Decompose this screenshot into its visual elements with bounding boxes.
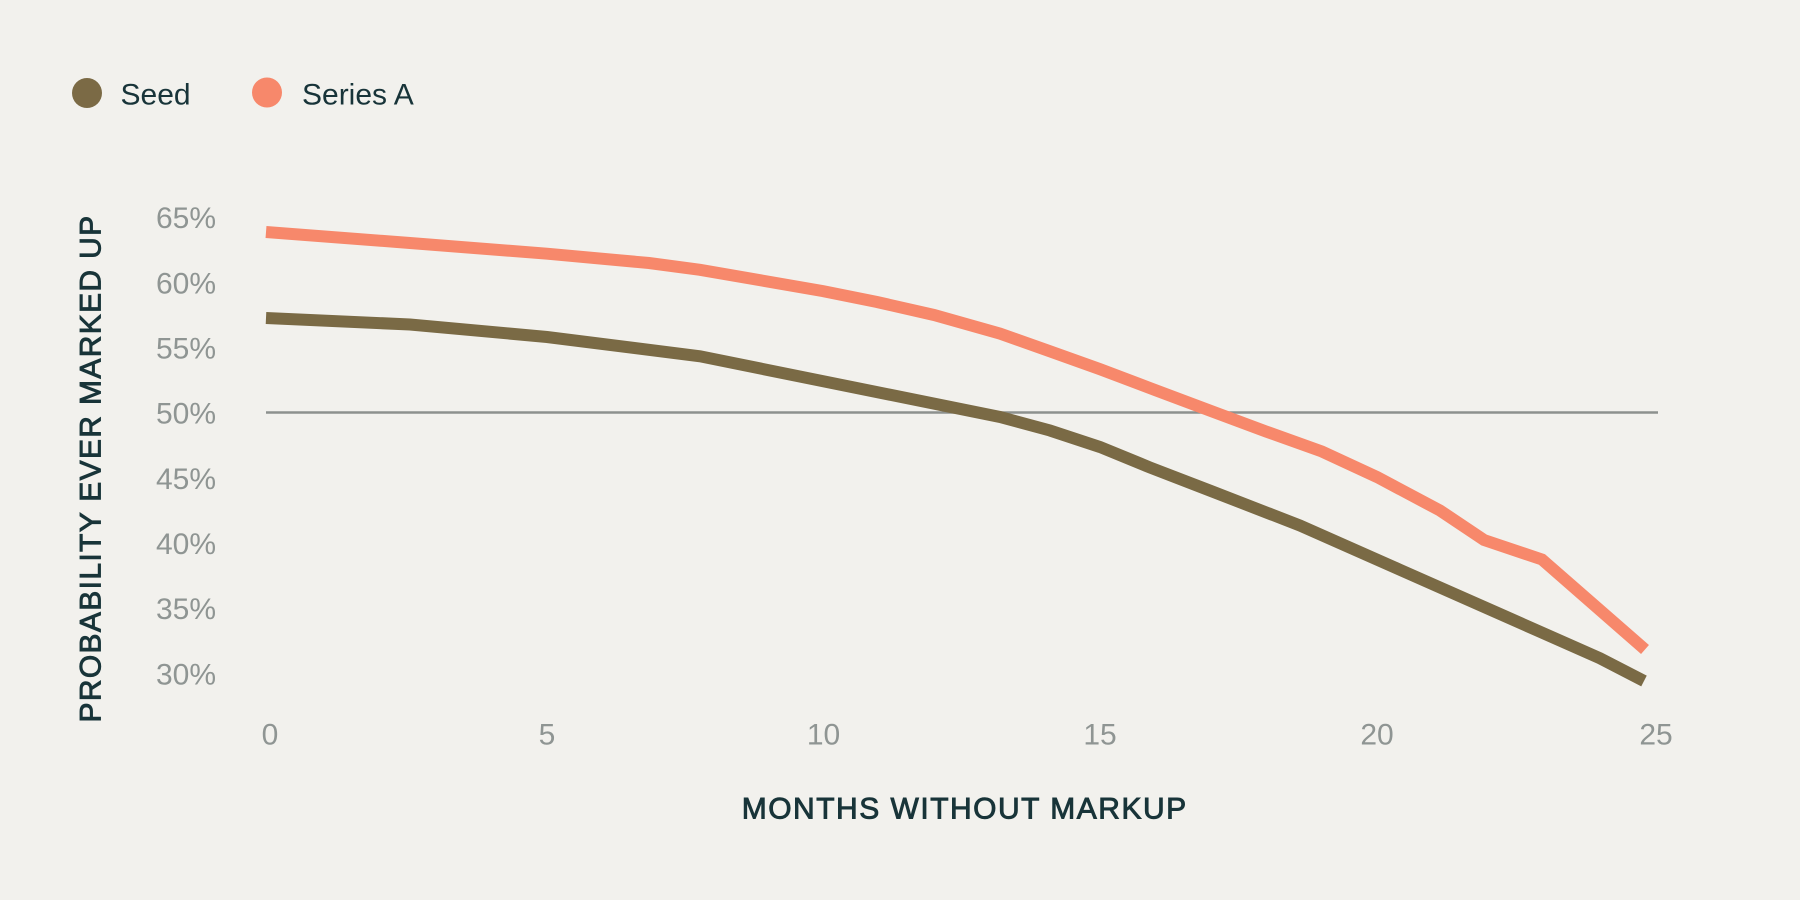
svg-text:65%: 65% — [156, 202, 216, 235]
svg-text:10: 10 — [807, 719, 840, 752]
svg-text:55%: 55% — [156, 333, 216, 366]
svg-text:PROBABILITY EVER MARKED UP: PROBABILITY EVER MARKED UP — [75, 214, 108, 722]
svg-text:0: 0 — [262, 719, 279, 752]
svg-text:60%: 60% — [156, 267, 216, 300]
svg-text:35%: 35% — [156, 593, 216, 626]
svg-text:25: 25 — [1639, 719, 1672, 752]
svg-text:5: 5 — [539, 719, 556, 752]
svg-text:15: 15 — [1083, 719, 1116, 752]
svg-text:Series A: Series A — [302, 79, 414, 112]
svg-text:Seed: Seed — [121, 79, 191, 112]
svg-text:45%: 45% — [156, 463, 216, 496]
svg-text:MONTHS WITHOUT MARKUP: MONTHS WITHOUT MARKUP — [742, 793, 1188, 826]
svg-text:30%: 30% — [156, 658, 216, 691]
svg-text:40%: 40% — [156, 528, 216, 561]
svg-text:50%: 50% — [156, 398, 216, 431]
svg-text:20: 20 — [1360, 719, 1393, 752]
